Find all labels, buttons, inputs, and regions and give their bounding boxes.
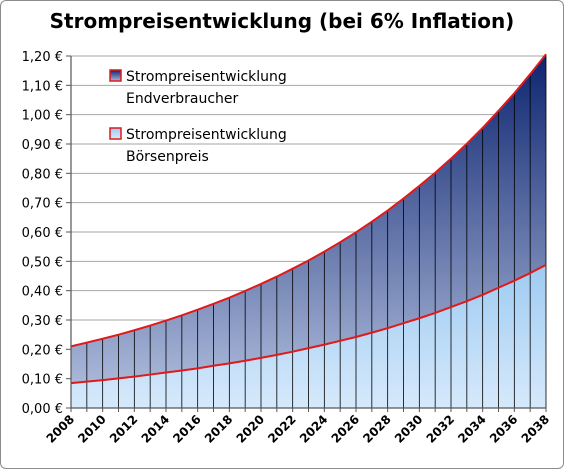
plot-area: 0,00 € 0,10 € 0,20 € 0,30 € 0,40 € 0,50 € 0,60… xyxy=(22,50,552,446)
x-tick-label: 2030 xyxy=(392,412,426,446)
x-tick-label: 2038 xyxy=(519,412,553,446)
line-endverbraucher xyxy=(70,53,547,348)
area-boersenpreis xyxy=(71,264,546,408)
x-tick-label: 2008 xyxy=(44,412,78,446)
y-tick-label: 0,00 € xyxy=(22,402,63,417)
y-tick-label: 0,30 € xyxy=(22,314,63,329)
chart-title: Strompreisentwicklung (bei 6% Inflation) xyxy=(50,9,515,33)
x-tick-label: 2028 xyxy=(360,412,394,446)
y-tick-label: 1,10 € xyxy=(22,79,63,94)
y-tick-label: 0,90 € xyxy=(22,138,63,153)
x-tick-label: 2026 xyxy=(329,412,363,446)
legend-item-endverbraucher-swatch xyxy=(109,69,122,82)
y-tick-label: 0,60 € xyxy=(22,226,63,241)
legend-item-endverbraucher-label-line2: Endverbraucher xyxy=(126,91,239,107)
x-tick-label: 2034 xyxy=(455,412,489,446)
x-tick-label: 2012 xyxy=(107,412,141,446)
x-tick-label: 2020 xyxy=(234,412,268,446)
legend-item-endverbraucher-label-line1: Strompreisentwicklung xyxy=(126,69,287,85)
y-tick-label: 0,40 € xyxy=(22,285,63,300)
y-tick-label: 0,20 € xyxy=(22,343,63,358)
y-tick-label: 1,20 € xyxy=(22,50,63,65)
x-tick-label: 2016 xyxy=(170,412,204,446)
y-tick-label: 0,50 € xyxy=(22,255,63,270)
legend: Strompreisentwicklung Endverbraucher Strom… xyxy=(109,69,287,165)
line-boersenpreis xyxy=(70,263,547,385)
x-tick-label: 2032 xyxy=(424,412,458,446)
y-tick-label: 0,70 € xyxy=(22,197,63,212)
x-tick-label: 2022 xyxy=(265,412,299,446)
y-tick-label: 1,00 € xyxy=(22,109,63,124)
legend-item-boersenpreis-swatch xyxy=(109,127,122,140)
area-endverbraucher xyxy=(71,54,546,384)
x-tick-label: 2014 xyxy=(139,412,173,446)
y-tick-label: 0,80 € xyxy=(22,167,63,182)
legend-item-boersenpreis-label-line1: Strompreisentwicklung xyxy=(126,127,287,143)
y-tick-label: 0,10 € xyxy=(22,373,63,388)
legend-item-boersenpreis-label-line2: Börsenpreis xyxy=(126,149,209,165)
x-tick-label: 2036 xyxy=(487,412,521,446)
x-tick-label: 2018 xyxy=(202,412,236,446)
x-tick-label: 2010 xyxy=(75,412,109,446)
x-tick-label: 2024 xyxy=(297,412,331,446)
